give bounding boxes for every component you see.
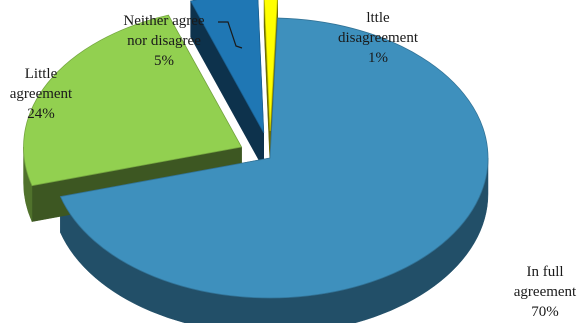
label-neither-agree: Neither agree nor disagree 5% bbox=[123, 13, 205, 69]
label-little-disagreement: lttle disagreement 1% bbox=[338, 10, 419, 66]
pie-slice-top bbox=[23, 14, 243, 187]
slice-value-label: 1% bbox=[368, 50, 388, 66]
slice-value-label: 5% bbox=[154, 53, 174, 69]
slice-value-label: 70% bbox=[531, 304, 559, 320]
leader-line bbox=[218, 21, 243, 49]
slice-label-line: Neither agree bbox=[123, 13, 205, 29]
slice-value-label: 24% bbox=[27, 106, 55, 122]
leader-lines bbox=[218, 21, 243, 49]
slice-label-line: In full bbox=[526, 264, 563, 280]
slice-label-line: disagreement bbox=[338, 30, 419, 46]
pie-slice-tops bbox=[23, 0, 489, 299]
slice-label-line: lttle bbox=[366, 10, 390, 26]
slice-label-line: Little bbox=[25, 66, 58, 82]
label-little-agreement: Little agreement 24% bbox=[10, 66, 73, 122]
pie-slice-top bbox=[264, 0, 278, 132]
slice-label-line: nor disagree bbox=[127, 33, 201, 49]
slice-label-line: agreement bbox=[10, 86, 73, 102]
pie-slice-top bbox=[59, 17, 489, 299]
slice-label-line: agreement bbox=[514, 284, 577, 300]
label-in-full-agreement: In full agreement 70% bbox=[514, 264, 577, 320]
pie-slice-top bbox=[190, 0, 265, 134]
